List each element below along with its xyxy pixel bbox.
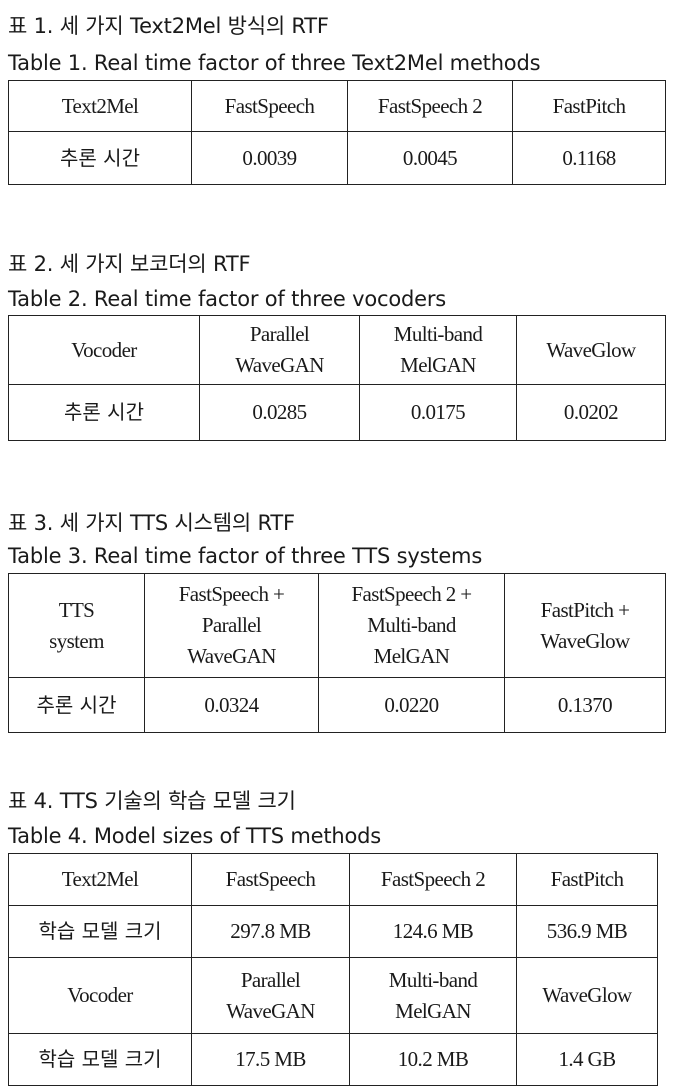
header-line: Multi-band [393, 322, 483, 346]
header-line: Parallel [201, 613, 262, 637]
table4-header-row: Vocoder Parallel WaveGAN Multi-band MelGAN… [8, 957, 658, 1034]
table4-header-cell: Multi-band MelGAN [349, 957, 517, 1034]
table1-header-cell: Text2Mel [8, 80, 192, 132]
table2-header-cell: Vocoder [8, 315, 200, 385]
table4-header-cell: Vocoder [8, 957, 192, 1034]
table4-header-cell: WaveGlow [516, 957, 658, 1034]
table1-header-row: Text2Mel FastSpeech FastSpeech 2 FastPit… [8, 80, 666, 132]
table4-row-label: 학습 모델 크기 [8, 905, 192, 958]
table1-caption-ko: 표 1. 세 가지 Text2Mel 방식의 RTF [8, 14, 329, 38]
table4: Text2Mel FastSpeech FastSpeech 2 FastPit… [8, 853, 658, 1086]
table3: TTS system FastSpeech + Parallel WaveGAN Fa… [8, 573, 666, 733]
table2-caption-en: Table 2. Real time factor of three vocod… [8, 287, 446, 311]
header-line: WaveGAN [235, 353, 324, 377]
table4-header-cell: FastSpeech 2 [349, 853, 517, 906]
table4-caption-en: Table 4. Model sizes of TTS methods [8, 824, 381, 848]
table4-header-cell: FastPitch [516, 853, 658, 906]
table1-value-cell: 0.0039 [191, 131, 348, 185]
table4-data-row: 학습 모델 크기 17.5 MB 10.2 MB 1.4 GB [8, 1033, 658, 1086]
table1-value-cell: 0.0045 [347, 131, 513, 185]
table3-value-cell: 0.0220 [318, 677, 505, 733]
header-line: MelGAN [400, 353, 476, 377]
table1-row-label: 추론 시간 [8, 131, 192, 185]
table1-header-cell: FastPitch [512, 80, 666, 132]
table4-value-cell: 536.9 MB [516, 905, 658, 958]
table2-header-cell: Multi-band MelGAN [359, 315, 517, 385]
header-line: Parallel [249, 322, 310, 346]
table3-caption-en: Table 3. Real time factor of three TTS s… [8, 544, 483, 568]
table1: Text2Mel FastSpeech FastSpeech 2 FastPit… [8, 80, 666, 185]
table2-value-cell: 0.0285 [199, 384, 360, 441]
table2-value-cell: 0.0175 [359, 384, 517, 441]
table4-header-cell: Text2Mel [8, 853, 192, 906]
table2-row-label: 추론 시간 [8, 384, 200, 441]
table4-header-cell: FastSpeech [191, 853, 350, 906]
table3-header-cell: FastSpeech + Parallel WaveGAN [144, 573, 319, 678]
table2-header-cell: Parallel WaveGAN [199, 315, 360, 385]
table3-header-cell: FastPitch + WaveGlow [504, 573, 666, 678]
table1-header-cell: FastSpeech 2 [347, 80, 513, 132]
table3-value-cell: 0.0324 [144, 677, 319, 733]
table2-caption-ko: 표 2. 세 가지 보코더의 RTF [8, 252, 251, 276]
table1-value-cell: 0.1168 [512, 131, 666, 185]
header-line: Parallel [240, 967, 301, 992]
header-line: WaveGlow [540, 628, 630, 653]
table4-row-label: 학습 모델 크기 [8, 1033, 192, 1086]
header-line: Multi-band [388, 967, 478, 992]
table4-caption-ko: 표 4. TTS 기술의 학습 모델 크기 [8, 789, 296, 813]
table2: Vocoder Parallel WaveGAN Multi-band MelGAN… [8, 315, 666, 441]
table3-header-row: TTS system FastSpeech + Parallel WaveGAN Fa… [8, 573, 666, 678]
table1-data-row: 추론 시간 0.0039 0.0045 0.1168 [8, 131, 666, 185]
table4-header-row: Text2Mel FastSpeech FastSpeech 2 FastPit… [8, 853, 658, 906]
table2-value-cell: 0.0202 [516, 384, 666, 441]
table1-caption-en: Table 1. Real time factor of three Text2… [8, 51, 541, 75]
header-line: FastSpeech 2 + [351, 582, 472, 606]
table2-header-cell: WaveGlow [516, 315, 666, 385]
table4-value-cell: 1.4 GB [516, 1033, 658, 1086]
header-line: MelGAN [373, 644, 450, 668]
header-line: system [49, 628, 104, 653]
table2-header-row: Vocoder Parallel WaveGAN Multi-band MelGAN… [8, 315, 666, 385]
table3-row-label: 추론 시간 [8, 677, 145, 733]
header-line: WaveGAN [226, 998, 315, 1023]
table4-value-cell: 124.6 MB [349, 905, 517, 958]
table4-data-row: 학습 모델 크기 297.8 MB 124.6 MB 536.9 MB [8, 905, 658, 958]
header-line: FastSpeech + [178, 582, 285, 606]
table2-data-row: 추론 시간 0.0285 0.0175 0.0202 [8, 384, 666, 441]
table3-header-cell: TTS system [8, 573, 145, 678]
table3-header-cell: FastSpeech 2 + Multi-band MelGAN [318, 573, 505, 678]
table3-data-row: 추론 시간 0.0324 0.0220 0.1370 [8, 677, 666, 733]
header-line: Multi-band [367, 613, 456, 637]
header-line: MelGAN [395, 998, 471, 1023]
header-line: TTS [58, 597, 95, 622]
table3-caption-ko: 표 3. 세 가지 TTS 시스템의 RTF [8, 511, 295, 535]
table3-value-cell: 0.1370 [504, 677, 666, 733]
table4-header-cell: Parallel WaveGAN [191, 957, 350, 1034]
header-line: FastPitch + [540, 597, 630, 622]
table1-header-cell: FastSpeech [191, 80, 348, 132]
table4-value-cell: 17.5 MB [191, 1033, 350, 1086]
header-line: WaveGAN [187, 644, 276, 668]
table4-value-cell: 297.8 MB [191, 905, 350, 958]
table4-value-cell: 10.2 MB [349, 1033, 517, 1086]
